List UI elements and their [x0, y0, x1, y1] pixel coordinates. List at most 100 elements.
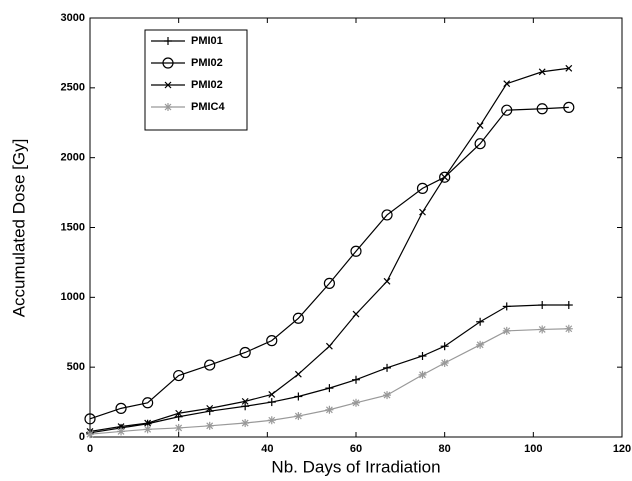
x-tick-label: 40 — [261, 443, 273, 455]
marker-circle — [323, 277, 335, 289]
data-point — [142, 397, 154, 409]
marker-stroke — [86, 430, 94, 438]
data-point — [418, 370, 427, 379]
marker-stroke — [419, 371, 426, 379]
data-point — [564, 301, 573, 310]
marker-stroke — [117, 427, 125, 435]
data-point — [476, 122, 484, 129]
x-tick-label: 100 — [524, 443, 542, 455]
data-point — [502, 302, 511, 311]
marker-stroke — [441, 359, 449, 367]
marker-stroke — [503, 327, 511, 335]
y-tick-label: 0 — [79, 431, 85, 443]
data-point — [381, 209, 393, 221]
data-point — [476, 340, 485, 349]
data-point — [323, 277, 335, 289]
marker-stroke — [565, 64, 573, 72]
data-point — [564, 324, 573, 333]
data-point — [439, 171, 451, 183]
marker-stroke — [538, 68, 546, 76]
marker-stroke — [476, 122, 484, 129]
marker-stroke — [175, 424, 183, 432]
data-point — [563, 101, 575, 113]
data-point — [538, 301, 547, 310]
marker-stroke — [164, 81, 172, 89]
legend-marker — [162, 57, 174, 69]
marker-stroke — [538, 326, 546, 333]
marker-stroke — [206, 404, 214, 412]
data-point — [241, 419, 250, 428]
data-point — [144, 419, 152, 427]
marker-circle — [142, 397, 154, 409]
x-tick-label: 20 — [173, 443, 185, 455]
data-point — [174, 423, 183, 432]
y-tick-label: 3000 — [61, 12, 85, 24]
data-point — [502, 326, 511, 335]
data-point — [538, 325, 547, 334]
data-point — [501, 104, 513, 116]
marker-stroke — [175, 409, 183, 417]
legend-box — [144, 29, 248, 131]
series-line — [89, 106, 569, 420]
marker-circle — [84, 413, 96, 425]
marker-stroke — [268, 416, 276, 424]
marker-circle — [350, 245, 362, 257]
data-point — [383, 277, 391, 285]
marker-circle — [266, 335, 278, 347]
data-point — [418, 351, 427, 360]
marker-stroke — [294, 412, 302, 420]
data-point — [267, 416, 276, 425]
marker-stroke — [144, 425, 152, 433]
marker-circle — [416, 182, 429, 194]
data-point — [352, 398, 360, 407]
data-point — [383, 363, 392, 372]
data-point — [241, 402, 250, 411]
marker-stroke — [352, 310, 360, 318]
marker-circle — [381, 209, 393, 221]
marker-circle — [115, 402, 127, 414]
data-point — [416, 182, 429, 194]
data-point — [352, 310, 360, 318]
marker-stroke — [206, 422, 214, 430]
marker-circle — [563, 101, 575, 113]
marker-stroke — [352, 399, 360, 407]
marker-circle — [204, 359, 216, 371]
data-point — [441, 173, 449, 181]
data-point — [325, 342, 333, 350]
data-point — [86, 430, 94, 439]
data-point — [205, 421, 214, 430]
x-tick-label: 120 — [613, 443, 631, 455]
data-point — [440, 358, 449, 367]
marker-circle — [501, 104, 513, 116]
y-tick-label: 1500 — [61, 221, 85, 233]
data-point — [352, 375, 360, 384]
data-point — [325, 384, 334, 393]
data-point — [419, 208, 426, 216]
y-axis-label: Accumulated Dose [Gy] — [9, 139, 28, 318]
data-point — [294, 370, 302, 378]
data-point — [476, 317, 485, 326]
data-point — [294, 412, 303, 421]
data-point — [536, 103, 548, 115]
marker-stroke — [241, 419, 249, 427]
data-point — [503, 80, 511, 88]
data-point — [115, 402, 127, 414]
data-point — [117, 427, 126, 436]
data-point — [117, 423, 125, 430]
y-tick-label: 2000 — [61, 152, 85, 164]
data-point — [175, 409, 183, 417]
x-tick-label: 60 — [350, 443, 362, 455]
data-point — [143, 425, 152, 434]
marker-stroke — [268, 390, 276, 398]
marker-circle — [239, 346, 251, 359]
marker-stroke — [383, 391, 391, 399]
x-tick-label: 0 — [87, 443, 93, 455]
marker-circle — [173, 369, 185, 382]
data-point — [325, 405, 334, 414]
marker-circle — [439, 171, 451, 183]
marker-stroke — [164, 103, 172, 111]
marker-stroke — [144, 419, 152, 427]
y-tick-label: 1000 — [61, 291, 85, 303]
data-point — [204, 359, 216, 371]
marker-stroke — [325, 406, 333, 414]
